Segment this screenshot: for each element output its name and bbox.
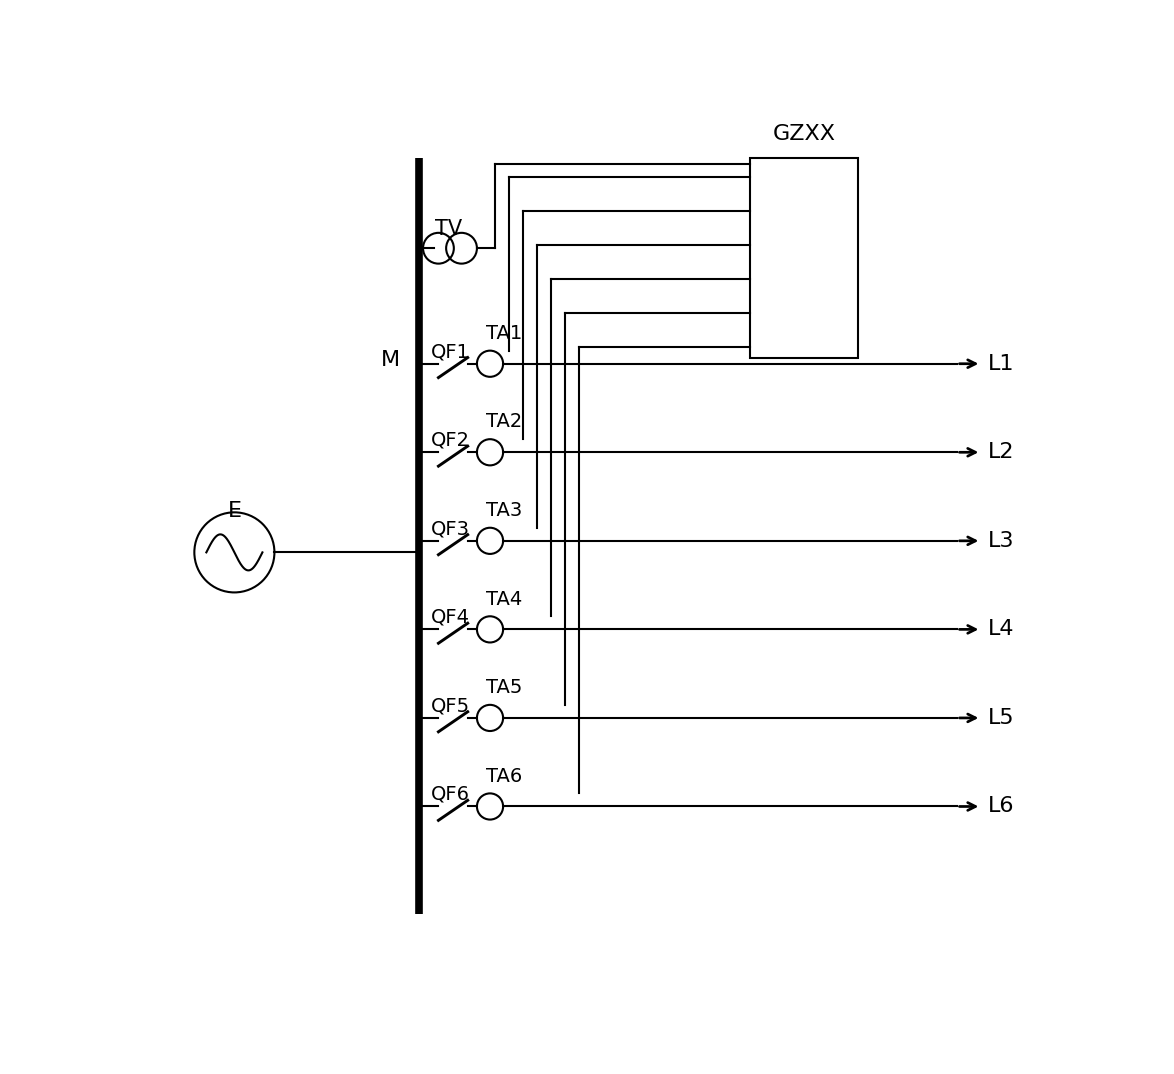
Text: QF6: QF6 <box>431 785 470 804</box>
Text: L5: L5 <box>987 708 1014 728</box>
Text: GZXX: GZXX <box>772 125 836 144</box>
Text: E: E <box>228 500 242 521</box>
Text: M: M <box>380 350 400 369</box>
Bar <box>750 158 858 359</box>
Text: L1: L1 <box>987 353 1014 374</box>
Text: QF3: QF3 <box>431 519 470 538</box>
Text: TA2: TA2 <box>486 412 522 432</box>
Text: TA3: TA3 <box>486 502 522 520</box>
Text: L4: L4 <box>987 620 1014 639</box>
Text: TA5: TA5 <box>486 678 522 697</box>
Text: QF4: QF4 <box>431 608 470 627</box>
Text: TA4: TA4 <box>486 590 522 609</box>
Text: L3: L3 <box>987 531 1014 551</box>
Text: QF2: QF2 <box>431 431 470 450</box>
Text: TA1: TA1 <box>486 324 522 343</box>
Text: QF5: QF5 <box>431 696 470 715</box>
Text: TV: TV <box>434 219 461 240</box>
Text: QF1: QF1 <box>431 343 470 361</box>
Text: L2: L2 <box>987 442 1014 462</box>
Text: L6: L6 <box>987 797 1014 816</box>
Text: TA6: TA6 <box>486 767 522 786</box>
